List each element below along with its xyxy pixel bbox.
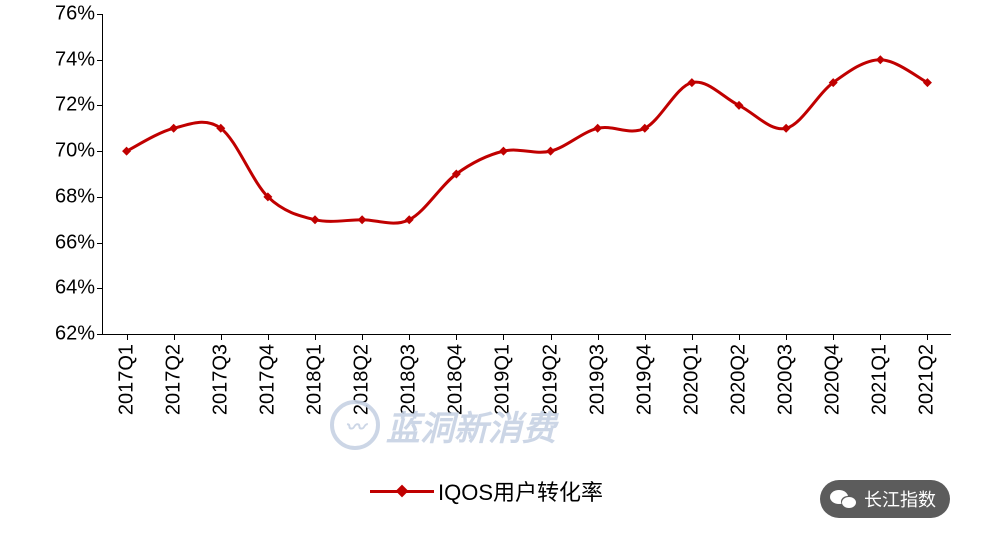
watermark-text: 蓝洞新消费 bbox=[386, 401, 556, 450]
y-tick-label: 76% bbox=[55, 3, 95, 26]
x-tick-mark bbox=[786, 334, 787, 340]
x-tick-mark bbox=[739, 334, 740, 340]
y-tick-mark bbox=[97, 151, 103, 152]
x-tick-mark bbox=[268, 334, 269, 340]
legend-label: IQOS用户转化率 bbox=[438, 475, 603, 507]
series-marker bbox=[169, 124, 178, 133]
x-tick-mark bbox=[409, 334, 410, 340]
x-tick-label: 2017Q1 bbox=[115, 344, 138, 415]
x-tick-mark bbox=[833, 334, 834, 340]
legend-swatch bbox=[370, 481, 434, 501]
y-tick-mark bbox=[97, 334, 103, 335]
x-tick-label: 2018Q1 bbox=[304, 344, 327, 415]
x-tick-mark bbox=[221, 334, 222, 340]
x-tick-mark bbox=[880, 334, 881, 340]
watermark-zig-icon: 〰 bbox=[345, 411, 365, 440]
series-marker bbox=[311, 215, 320, 224]
x-tick-label: 2020Q3 bbox=[775, 344, 798, 415]
series-line bbox=[127, 60, 928, 223]
x-tick-label: 2019Q4 bbox=[633, 344, 656, 415]
watermark-icon: 〰 bbox=[330, 400, 380, 450]
x-tick-mark bbox=[127, 334, 128, 340]
legend: IQOS用户转化率 bbox=[370, 475, 603, 507]
x-tick-mark bbox=[456, 334, 457, 340]
x-tick-label: 2017Q4 bbox=[256, 344, 279, 415]
line-layer bbox=[103, 14, 951, 334]
x-tick-label: 2021Q2 bbox=[916, 344, 939, 415]
series-marker bbox=[499, 147, 508, 156]
y-tick-label: 72% bbox=[55, 94, 95, 117]
x-tick-mark bbox=[503, 334, 504, 340]
y-tick-mark bbox=[97, 288, 103, 289]
y-tick-label: 66% bbox=[55, 231, 95, 254]
plot-area: 62%64%66%68%70%72%74%76%2017Q12017Q22017… bbox=[102, 14, 951, 335]
x-tick-label: 2020Q2 bbox=[728, 344, 751, 415]
y-tick-mark bbox=[97, 105, 103, 106]
wechat-icon bbox=[830, 488, 856, 510]
x-tick-mark bbox=[315, 334, 316, 340]
x-tick-mark bbox=[551, 334, 552, 340]
x-tick-label: 2020Q1 bbox=[680, 344, 703, 415]
wechat-badge-text: 长江指数 bbox=[864, 486, 936, 512]
legend-marker-icon bbox=[396, 485, 409, 498]
x-tick-mark bbox=[362, 334, 363, 340]
x-tick-label: 2017Q3 bbox=[209, 344, 232, 415]
x-tick-label: 2017Q2 bbox=[162, 344, 185, 415]
x-tick-label: 2019Q3 bbox=[586, 344, 609, 415]
x-tick-label: 2020Q4 bbox=[822, 344, 845, 415]
x-tick-mark bbox=[927, 334, 928, 340]
y-tick-mark bbox=[97, 197, 103, 198]
y-tick-label: 70% bbox=[55, 140, 95, 163]
x-tick-mark bbox=[598, 334, 599, 340]
series-marker bbox=[593, 124, 602, 133]
x-tick-mark bbox=[692, 334, 693, 340]
series-marker bbox=[876, 55, 885, 64]
chart-container: 62% 64% 66% 68% 70% 72% 74% 76% 2017Q1 2017Q2 2017… bbox=[0, 0, 996, 540]
wechat-badge: 长江指数 bbox=[820, 480, 950, 518]
series-marker bbox=[546, 147, 555, 156]
series-marker bbox=[782, 124, 791, 133]
y-tick-mark bbox=[97, 243, 103, 244]
series-marker bbox=[687, 78, 696, 87]
y-tick-label: 62% bbox=[55, 323, 95, 346]
y-tick-label: 68% bbox=[55, 185, 95, 208]
x-tick-mark bbox=[645, 334, 646, 340]
x-tick-mark bbox=[174, 334, 175, 340]
y-tick-label: 64% bbox=[55, 277, 95, 300]
x-tick-label: 2021Q1 bbox=[869, 344, 892, 415]
series-marker bbox=[358, 215, 367, 224]
watermark-center: 〰 蓝洞新消费 bbox=[330, 400, 556, 450]
y-tick-mark bbox=[97, 60, 103, 61]
y-tick-mark bbox=[97, 14, 103, 15]
y-tick-label: 74% bbox=[55, 48, 95, 71]
